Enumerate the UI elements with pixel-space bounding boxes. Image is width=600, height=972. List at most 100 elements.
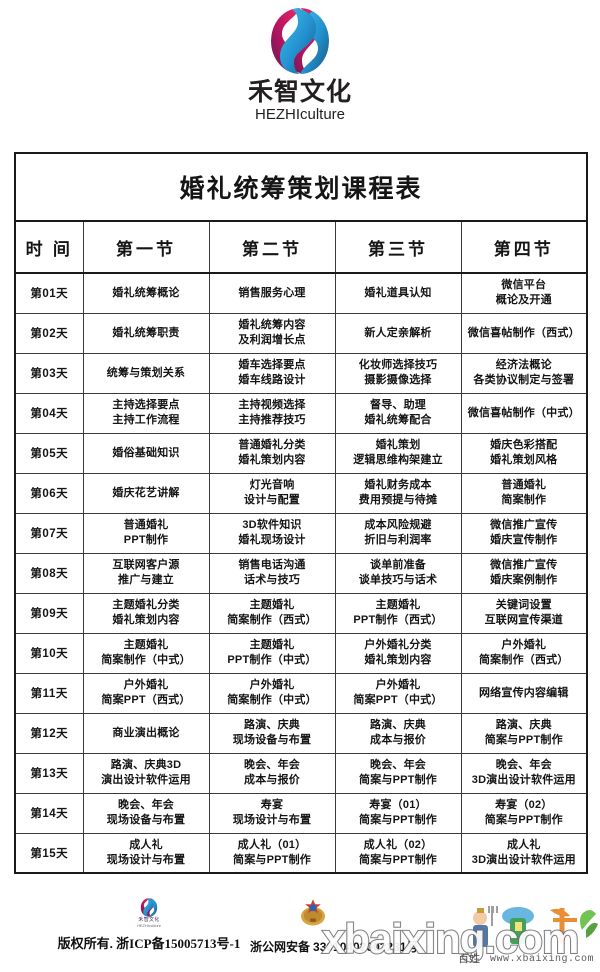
cell-session-2: 灯光音响 设计与配置 — [208, 472, 336, 514]
cell-line: 费用预提与待摊 — [358, 494, 438, 506]
table-row: 第08天 互联网客户源 推广与建立 销售电话沟通 话术与技巧 谈单前准备 谈单技巧与话术 微信… — [14, 552, 588, 594]
cell-session-4: 微信喜帖制作（西式） — [460, 312, 588, 354]
table-header-row: 时 间第一节 第二节 第三节 第四节 — [14, 220, 588, 274]
table-row: 第07天 普通婚礼 PPT制作 3D软件知识 婚礼现场设计 成本风险规避 折旧与利润率 微信推… — [14, 512, 588, 554]
police-record-block — [248, 895, 330, 929]
table-row: 第15天 成人礼 现场设计与布置 成人礼（01） 简案与PPT制作 成人礼（02） 简案与P… — [14, 832, 588, 874]
cell-line: 简案与PPT制作 — [233, 853, 311, 866]
police-badge-icon — [248, 895, 330, 929]
cell-line: 简案制作 — [501, 494, 547, 506]
table-row: 第13天 路演、庆典3D 演出设计软件运用 晚会、年会 成本与报价 晚会、年会 简案与PPT… — [14, 752, 588, 794]
cell-line: 3D演出设计软件运用 — [471, 774, 576, 786]
cell-line: 商业演出概论 — [112, 726, 180, 739]
cell-line: 婚礼统筹配合 — [364, 414, 432, 426]
cell-session-2: 主题婚礼 PPT制作（中式） — [208, 632, 336, 674]
cell-line: 婚礼策划内容 — [238, 454, 306, 466]
cell-session-1: 婚礼统筹概论 — [82, 272, 210, 314]
cell-line: 简案与PPT制作 — [359, 853, 437, 866]
cell-line: 婚礼策划内容 — [112, 614, 180, 626]
cell-line: 微信推广宣传 — [490, 519, 558, 532]
cell-line: 寿宴（01） — [369, 799, 427, 812]
cell-session-3: 路演、庆典 成本与报价 — [334, 712, 462, 754]
table-body: 第01天 婚礼统筹概论 销售服务心理 婚礼道具认知 微信平台 概论及开通 第02天 婚礼统筹职… — [14, 272, 588, 874]
cell-session-3: 婚礼策划 逻辑思维构架建立 — [334, 432, 462, 474]
cell-line: 简案制作（中式） — [227, 694, 317, 706]
cell-session-3: 督导、助理 婚礼统筹配合 — [334, 392, 462, 434]
cell-line: 婚庆色彩搭配 — [490, 439, 558, 452]
cell-session-4: 微信推广宣传 婚庆案例制作 — [460, 552, 588, 594]
footer-brand-cn: 禾智文化 — [138, 917, 160, 923]
cell-line: 晚会、年会 — [118, 799, 174, 812]
cell-line: 3D演出设计软件运用 — [471, 853, 576, 866]
cell-line: 统筹与策划关系 — [106, 366, 186, 379]
cell-session-3: 寿宴（01） 简案与PPT制作 — [334, 792, 462, 834]
cell-day: 第15天 — [14, 832, 84, 874]
page-title: 婚礼统筹策划课程表 — [14, 152, 588, 222]
copyright-block: 禾智文化 HEZHIculture 版权所有. 浙ICP备15005713号-1 — [34, 897, 264, 952]
cell-day: 第12天 — [14, 712, 84, 754]
cell-line: 销售服务心理 — [238, 286, 306, 299]
table-row: 第09天 主题婚礼分类 婚礼策划内容 主题婚礼 简案制作（西式） 主题婚礼 PPT制作（西式… — [14, 592, 588, 634]
cell-line: 现场设备与布置 — [106, 814, 186, 826]
cell-line: 寿宴（02） — [495, 799, 553, 812]
cell-line: 成人礼（01） — [237, 838, 307, 851]
cell-session-2: 主持视频选择 主持推荐技巧 — [208, 392, 336, 434]
cell-line: 婚礼策划内容 — [364, 654, 432, 666]
cell-session-1: 商业演出概论 — [82, 712, 210, 754]
cell-line: 逻辑思维构架建立 — [353, 454, 443, 466]
cell-line: 简案与PPT制作 — [359, 774, 437, 786]
cell-session-4: 户外婚礼简案制作（西式） — [460, 632, 588, 674]
cell-day: 第03天 — [14, 352, 84, 394]
cell-session-4: 成人礼 3D演出设计软件运用 — [460, 832, 588, 874]
cell-session-3: 谈单前准备 谈单技巧与话术 — [334, 552, 462, 594]
cell-line: 主持视频选择 — [238, 399, 306, 412]
cell-line: 户外婚礼 — [123, 679, 169, 692]
cell-session-3: 新人定亲解析 — [334, 312, 462, 354]
cell-day: 第09天 — [14, 592, 84, 634]
cell-line: 主题婚礼分类 — [112, 599, 180, 612]
cell-session-2: 成人礼（01） 简案与PPT制作 — [208, 832, 336, 874]
cell-session-4: 普通婚礼 简案制作 — [460, 472, 588, 514]
cell-session-1: 路演、庆典3D 演出设计软件运用 — [82, 752, 210, 794]
cell-session-3: 成本风险规避 折旧与利润率 — [334, 512, 462, 554]
table-title-row: 婚礼统筹策划课程表 — [14, 152, 588, 222]
cell-line: 婚礼现场设计 — [238, 534, 306, 546]
cell-session-2: 3D软件知识 婚礼现场设计 — [208, 512, 336, 554]
cell-session-2: 晚会、年会 成本与报价 — [208, 752, 336, 794]
cell-line: 简案制作（中式） — [101, 654, 191, 666]
cell-line: 互联网宣传渠道 — [484, 614, 563, 626]
cell-session-4: 路演、庆典 简案与PPT制作 — [460, 712, 588, 754]
cell-line: 概论及开通 — [495, 294, 552, 307]
cell-line: 3D软件知识 — [242, 519, 302, 532]
hezhi-swirl-logo-small-icon — [34, 897, 264, 918]
cell-session-1: 主题婚礼分类 婚礼策划内容 — [82, 592, 210, 634]
cell-line: 现场设计与布置 — [232, 814, 312, 826]
cell-session-4: 微信喜帖制作（中式） — [460, 392, 588, 434]
copyright-icp-text: 版权所有. 浙ICP备15005713号-1 — [57, 935, 241, 951]
cell-line: PPT制作（西式） — [353, 614, 443, 626]
cell-line: 普通婚礼 — [123, 519, 169, 532]
cell-line: 现场设计与布置 — [106, 853, 186, 866]
cell-line: 婚庆宣传制作 — [490, 534, 558, 546]
cell-session-1: 主题婚礼 简案制作（中式） — [82, 632, 210, 674]
cell-session-3: 晚会、年会 简案与PPT制作 — [334, 752, 462, 794]
cell-line: 折旧与利润率 — [364, 534, 432, 546]
cell-line: 话术与技巧 — [244, 574, 300, 586]
cell-session-2: 婚礼统筹内容 及利润增长点 — [208, 312, 336, 354]
cell-day: 第10天 — [14, 632, 84, 674]
cell-line: 成本风险规避 — [364, 519, 432, 532]
cell-line: 简案制作（西式） — [478, 654, 569, 666]
table-row: 第12天 商业演出概论 路演、庆典 现场设备与布置 路演、庆典 成本与报价 路演、庆典 简案与… — [14, 712, 588, 754]
cell-line: 主持选择要点 — [112, 399, 180, 412]
cell-line: 路演、庆典 — [370, 719, 426, 732]
cell-session-4: 网络宣传内容编辑 — [460, 672, 588, 714]
cell-line: 及利润增长点 — [238, 334, 306, 346]
cell-session-4: 关键词设置互联网宣传渠道 — [460, 592, 588, 634]
cell-line: 关键词设置 — [495, 599, 552, 612]
cell-session-1: 成人礼 现场设计与布置 — [82, 832, 210, 874]
cell-line: 化妆师选择技巧 — [358, 359, 438, 372]
cell-session-2: 婚车选择要点 婚车线路设计 — [208, 352, 336, 394]
table-row: 第14天 晚会、年会 现场设备与布置 寿宴 现场设计与布置 寿宴（01） 简案与PPT制作寿… — [14, 792, 588, 834]
cell-line: 普通婚礼 — [501, 479, 547, 492]
cell-line: 户外婚礼 — [501, 639, 547, 652]
